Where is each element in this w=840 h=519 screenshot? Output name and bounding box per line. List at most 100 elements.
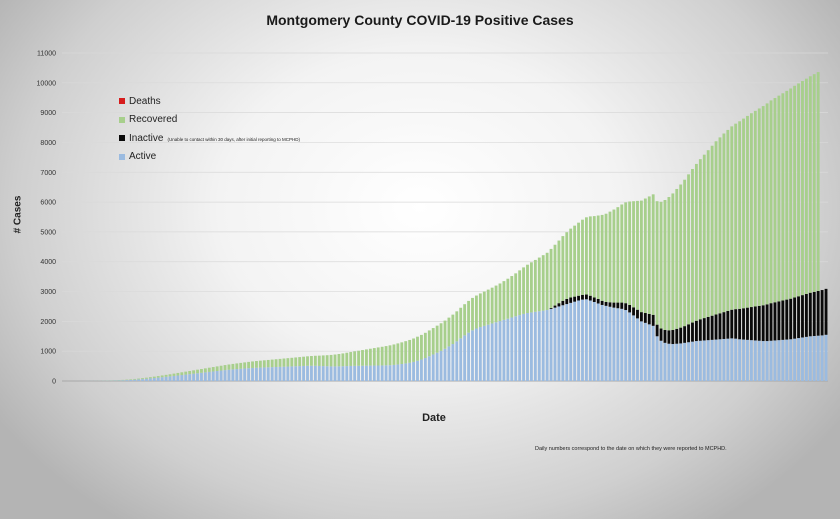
bar-segment-active [258, 367, 262, 381]
bar-segment-inactive [714, 314, 718, 340]
bar-segment-active [129, 379, 133, 381]
bar-segment-active [475, 328, 478, 381]
bar-segment-recovered [302, 356, 305, 366]
bar-segment-recovered [455, 311, 459, 342]
bar-segment-active [200, 372, 203, 381]
bar-segment-active [694, 341, 698, 381]
bar-segment-active [337, 366, 341, 381]
bar-segment-recovered [207, 367, 211, 372]
bar-segment-recovered [549, 248, 553, 308]
bar-segment-inactive [789, 298, 793, 340]
bar-segment-active [137, 379, 141, 381]
bar-segment-active [765, 341, 769, 381]
bar-segment-inactive [773, 302, 777, 341]
bar-segment-inactive [624, 303, 628, 311]
bar-segment-active [290, 366, 294, 381]
bar-segment-active [471, 330, 474, 381]
bar-segment-active [211, 371, 215, 381]
bar-segment-recovered [141, 378, 144, 380]
bar-segment-active [722, 338, 726, 381]
bar-segment-recovered [694, 163, 698, 321]
bar-segment-active [482, 325, 486, 381]
bar-segment-active [321, 366, 325, 381]
bar-segment-active [251, 367, 254, 381]
bar-segment-active [801, 337, 804, 381]
bar-segment-recovered [765, 103, 769, 305]
bar-segment-inactive [694, 320, 698, 342]
bar-segment-active [439, 350, 443, 381]
bar-segment-inactive [824, 288, 828, 335]
bar-segment-recovered [738, 121, 742, 309]
bar-segment-inactive [765, 304, 769, 342]
bar-segment-recovered [667, 197, 671, 331]
bar-segment-recovered [769, 100, 773, 304]
bar-segment-inactive [557, 303, 561, 307]
bar-segment-recovered [133, 378, 137, 380]
bar-segment-active [533, 311, 537, 381]
bar-segment-active [486, 324, 490, 381]
bar-segment-recovered [777, 95, 781, 302]
bar-segment-recovered [471, 297, 474, 331]
bar-segment-inactive [726, 310, 730, 339]
bar-segment-active [706, 340, 710, 381]
bar-segment-recovered [545, 252, 549, 311]
bar-segment-active [262, 367, 266, 381]
bar-segment-recovered [675, 188, 679, 329]
bar-segment-recovered [565, 232, 569, 299]
bar-segment-recovered [482, 291, 486, 326]
bar-segment-inactive [734, 309, 738, 339]
bar-segment-recovered [168, 374, 172, 377]
bar-segment-recovered [431, 328, 435, 355]
bar-segment-recovered [392, 344, 396, 365]
bar-segment-recovered [624, 202, 628, 304]
bar-segment-active [341, 366, 345, 381]
bar-segment-active [628, 312, 632, 381]
bar-segment-recovered [655, 201, 659, 325]
bar-segment-recovered [215, 366, 219, 372]
bar-segment-inactive [746, 307, 749, 340]
bar-segment-active [203, 372, 207, 381]
bar-segment-inactive [785, 299, 789, 340]
bar-segment-recovered [679, 184, 683, 328]
bar-segment-inactive [585, 294, 588, 300]
bar-segment-recovered [255, 361, 258, 368]
bar-segment-recovered [647, 196, 651, 314]
legend-label-inactive: Inactive [129, 132, 164, 144]
bar-segment-recovered [368, 348, 372, 366]
bar-segment-recovered [773, 98, 777, 303]
bar-segment-active [306, 365, 309, 381]
bar-segment-recovered [698, 159, 702, 320]
bar-segment-recovered [408, 339, 412, 363]
footnote: Daily numbers correspond to the date on … [535, 446, 727, 452]
bar-segment-active [148, 378, 152, 381]
bar-segment-inactive [793, 297, 797, 339]
bar-segment-recovered [706, 150, 710, 317]
bar-segment-recovered [420, 334, 423, 360]
bar-segment-recovered [129, 379, 133, 380]
bar-segment-recovered [447, 317, 451, 347]
bar-segment-recovered [235, 363, 239, 370]
bar-segment-active [577, 300, 580, 381]
bar-segment-active [141, 379, 144, 381]
bar-segment-active [746, 339, 749, 381]
bar-segment-active [545, 310, 549, 381]
bar-segment-active [569, 302, 573, 381]
bar-segment-active [333, 366, 337, 381]
bar-segment-recovered [152, 376, 156, 379]
bar-segment-recovered [274, 359, 278, 367]
bar-segment-active [494, 322, 498, 381]
bar-segment-active [643, 322, 647, 381]
bar-segment-recovered [325, 355, 329, 367]
bar-segment-active [227, 369, 231, 381]
bar-segment-active [184, 374, 188, 381]
bar-segment-active [498, 321, 502, 381]
bar-segment-recovered [435, 325, 439, 353]
bar-segment-active [781, 339, 785, 381]
bar-segment-recovered [588, 216, 592, 296]
bar-segment-inactive [718, 313, 722, 340]
bar-segment-active [443, 348, 447, 381]
bar-segment-recovered [651, 194, 655, 315]
bar-segment-recovered [691, 168, 694, 323]
bar-segment-active [702, 340, 706, 381]
